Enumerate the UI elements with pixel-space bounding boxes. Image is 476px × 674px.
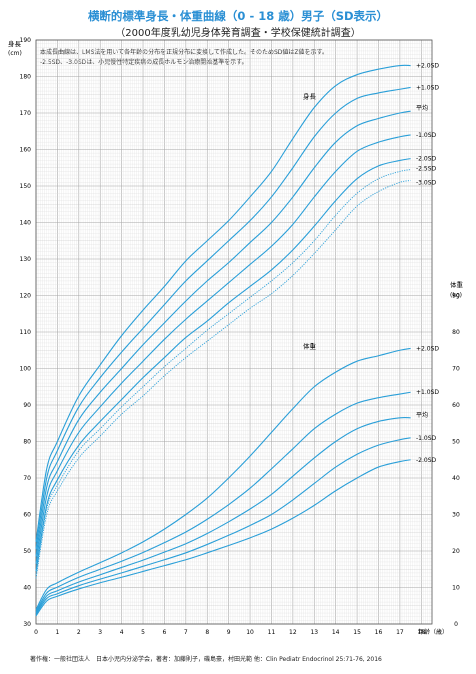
age-tick-label: 6 bbox=[163, 629, 167, 636]
weight-tick-label: 0 bbox=[454, 621, 458, 628]
age-tick-label: 8 bbox=[205, 629, 209, 636]
height-curve--3.0SD bbox=[35, 180, 411, 579]
height-curve-+1.0SD bbox=[35, 86, 411, 550]
age-tick-label: 15 bbox=[353, 629, 361, 636]
height-tick-label: 30 bbox=[23, 621, 31, 628]
height-curve--1.0SD bbox=[35, 134, 411, 564]
age-tick-label: 14 bbox=[332, 629, 340, 636]
weight-axis-title: 体重 bbox=[450, 280, 464, 289]
age-tick-label: 4 bbox=[120, 629, 124, 636]
weight-label-+2.0SD: +2.0SD bbox=[416, 345, 439, 352]
height-tick-label: 190 bbox=[20, 37, 32, 44]
height-tick-label: 160 bbox=[20, 147, 32, 154]
curves bbox=[35, 64, 411, 617]
height-label-+1.0SD: +1.0SD bbox=[416, 84, 439, 91]
weight-tick-label: 40 bbox=[452, 475, 460, 482]
height-tick-label: 60 bbox=[23, 512, 31, 519]
age-tick-label: 17 bbox=[396, 629, 404, 636]
age-tick-label: 10 bbox=[246, 629, 254, 636]
height-tick-label: 40 bbox=[23, 585, 31, 592]
weight-axis-unit: (kg) bbox=[450, 292, 462, 299]
note-line-2: -2.5SD、-3.0SDは、小児慢性特定疾病の成長ホルモン治療開始基準を示す。 bbox=[40, 59, 248, 66]
note-line-1: 本成長曲線は、LMS法を用いて各年齢の分布を正規分布に変換して作成した。そのため… bbox=[40, 49, 328, 56]
weight-label-平均: 平均 bbox=[416, 411, 428, 419]
height-curve--2.5SD bbox=[35, 169, 411, 575]
age-tick-label: 1 bbox=[55, 629, 59, 636]
age-tick-label: 3 bbox=[98, 629, 102, 636]
weight-label-+1.0SD: +1.0SD bbox=[416, 389, 439, 396]
weight-curve-平均 bbox=[35, 416, 411, 614]
height-tick-label: 100 bbox=[20, 366, 32, 373]
age-tick-label: 13 bbox=[310, 629, 318, 636]
age-tick-label: 2 bbox=[77, 629, 81, 636]
height-tick-label: 130 bbox=[20, 256, 32, 263]
height-tick-label: 90 bbox=[23, 402, 31, 409]
weight-curve-+2.0SD bbox=[35, 347, 411, 611]
plot-frame bbox=[35, 39, 433, 625]
weight-label--2.0SD: -2.0SD bbox=[416, 457, 437, 464]
weight-tick-label: 70 bbox=[452, 366, 460, 373]
age-axis-title: 年齢（歳） bbox=[418, 628, 448, 636]
height-tick-label: 50 bbox=[23, 548, 31, 555]
chart-title: 横断的標準身長・体重曲線（0 - 18 歳）男子（SD表示） bbox=[87, 9, 389, 23]
height-label-+2.0SD: +2.0SD bbox=[416, 63, 439, 70]
height-axis-title: 身長 bbox=[8, 39, 22, 48]
height-tick-label: 120 bbox=[20, 293, 32, 300]
height-label--3.0SD: -3.0SD bbox=[416, 180, 437, 187]
age-tick-label: 16 bbox=[375, 629, 383, 636]
weight-tick-label: 30 bbox=[452, 512, 460, 519]
weight-tick-label: 20 bbox=[452, 548, 460, 555]
age-tick-label: 12 bbox=[289, 629, 297, 636]
weight-label--1.0SD: -1.0SD bbox=[416, 435, 437, 442]
weight-curve-+1.0SD bbox=[35, 391, 411, 612]
height-tick-label: 180 bbox=[20, 74, 32, 81]
chart-subtitle: （2000年度乳幼児身体発育調査・学校保健統計調査） bbox=[115, 28, 361, 39]
age-tick-label: 5 bbox=[141, 629, 145, 636]
grid bbox=[35, 39, 433, 625]
height-label--2.5SD: -2.5SD bbox=[416, 166, 437, 173]
height-tick-label: 80 bbox=[23, 439, 31, 446]
labels: +2.0SD +1.0SD 平均 -1.0SD -2.0SD -2.5SD -3.0SD +2… bbox=[303, 63, 439, 464]
height-label--2.0SD: -2.0SD bbox=[416, 156, 437, 163]
weight-tick-label: 10 bbox=[452, 585, 460, 592]
weight-tick-label: 50 bbox=[452, 439, 460, 446]
age-tick-label: 0 bbox=[34, 629, 38, 636]
height-section-label: 身長 bbox=[303, 91, 317, 100]
axes: 身長(cm)3040506070809010011012013014015016… bbox=[8, 37, 464, 636]
weight-tick-label: 60 bbox=[452, 402, 460, 409]
age-tick-label: 11 bbox=[268, 629, 276, 636]
weight-section-label: 体重 bbox=[303, 341, 317, 350]
height-label--1.0SD: -1.0SD bbox=[416, 132, 437, 139]
weight-tick-label: 80 bbox=[452, 329, 460, 336]
height-tick-label: 70 bbox=[23, 475, 31, 482]
height-tick-label: 110 bbox=[20, 329, 32, 336]
height-axis-unit: (cm) bbox=[8, 50, 22, 57]
height-curve-平均 bbox=[35, 110, 411, 557]
age-tick-label: 9 bbox=[227, 629, 231, 636]
copyright-credit: 著作権：一般社団法人 日本小児内分泌学会，著者：加藤則子，磯島豪，村田光範 他：… bbox=[30, 656, 382, 663]
height-label-平均: 平均 bbox=[416, 104, 428, 112]
weight-curve--1.0SD bbox=[35, 437, 411, 615]
height-tick-label: 150 bbox=[20, 183, 32, 190]
height-tick-label: 170 bbox=[20, 110, 32, 117]
height-tick-label: 140 bbox=[20, 220, 32, 227]
weight-tick-label: 90 bbox=[452, 293, 460, 300]
height-curve--2.0SD bbox=[35, 158, 411, 572]
weight-curve--2.0SD bbox=[35, 459, 411, 617]
age-tick-label: 18 bbox=[417, 629, 425, 636]
height-curve-+2.0SD bbox=[35, 64, 411, 542]
age-tick-label: 7 bbox=[184, 629, 188, 636]
